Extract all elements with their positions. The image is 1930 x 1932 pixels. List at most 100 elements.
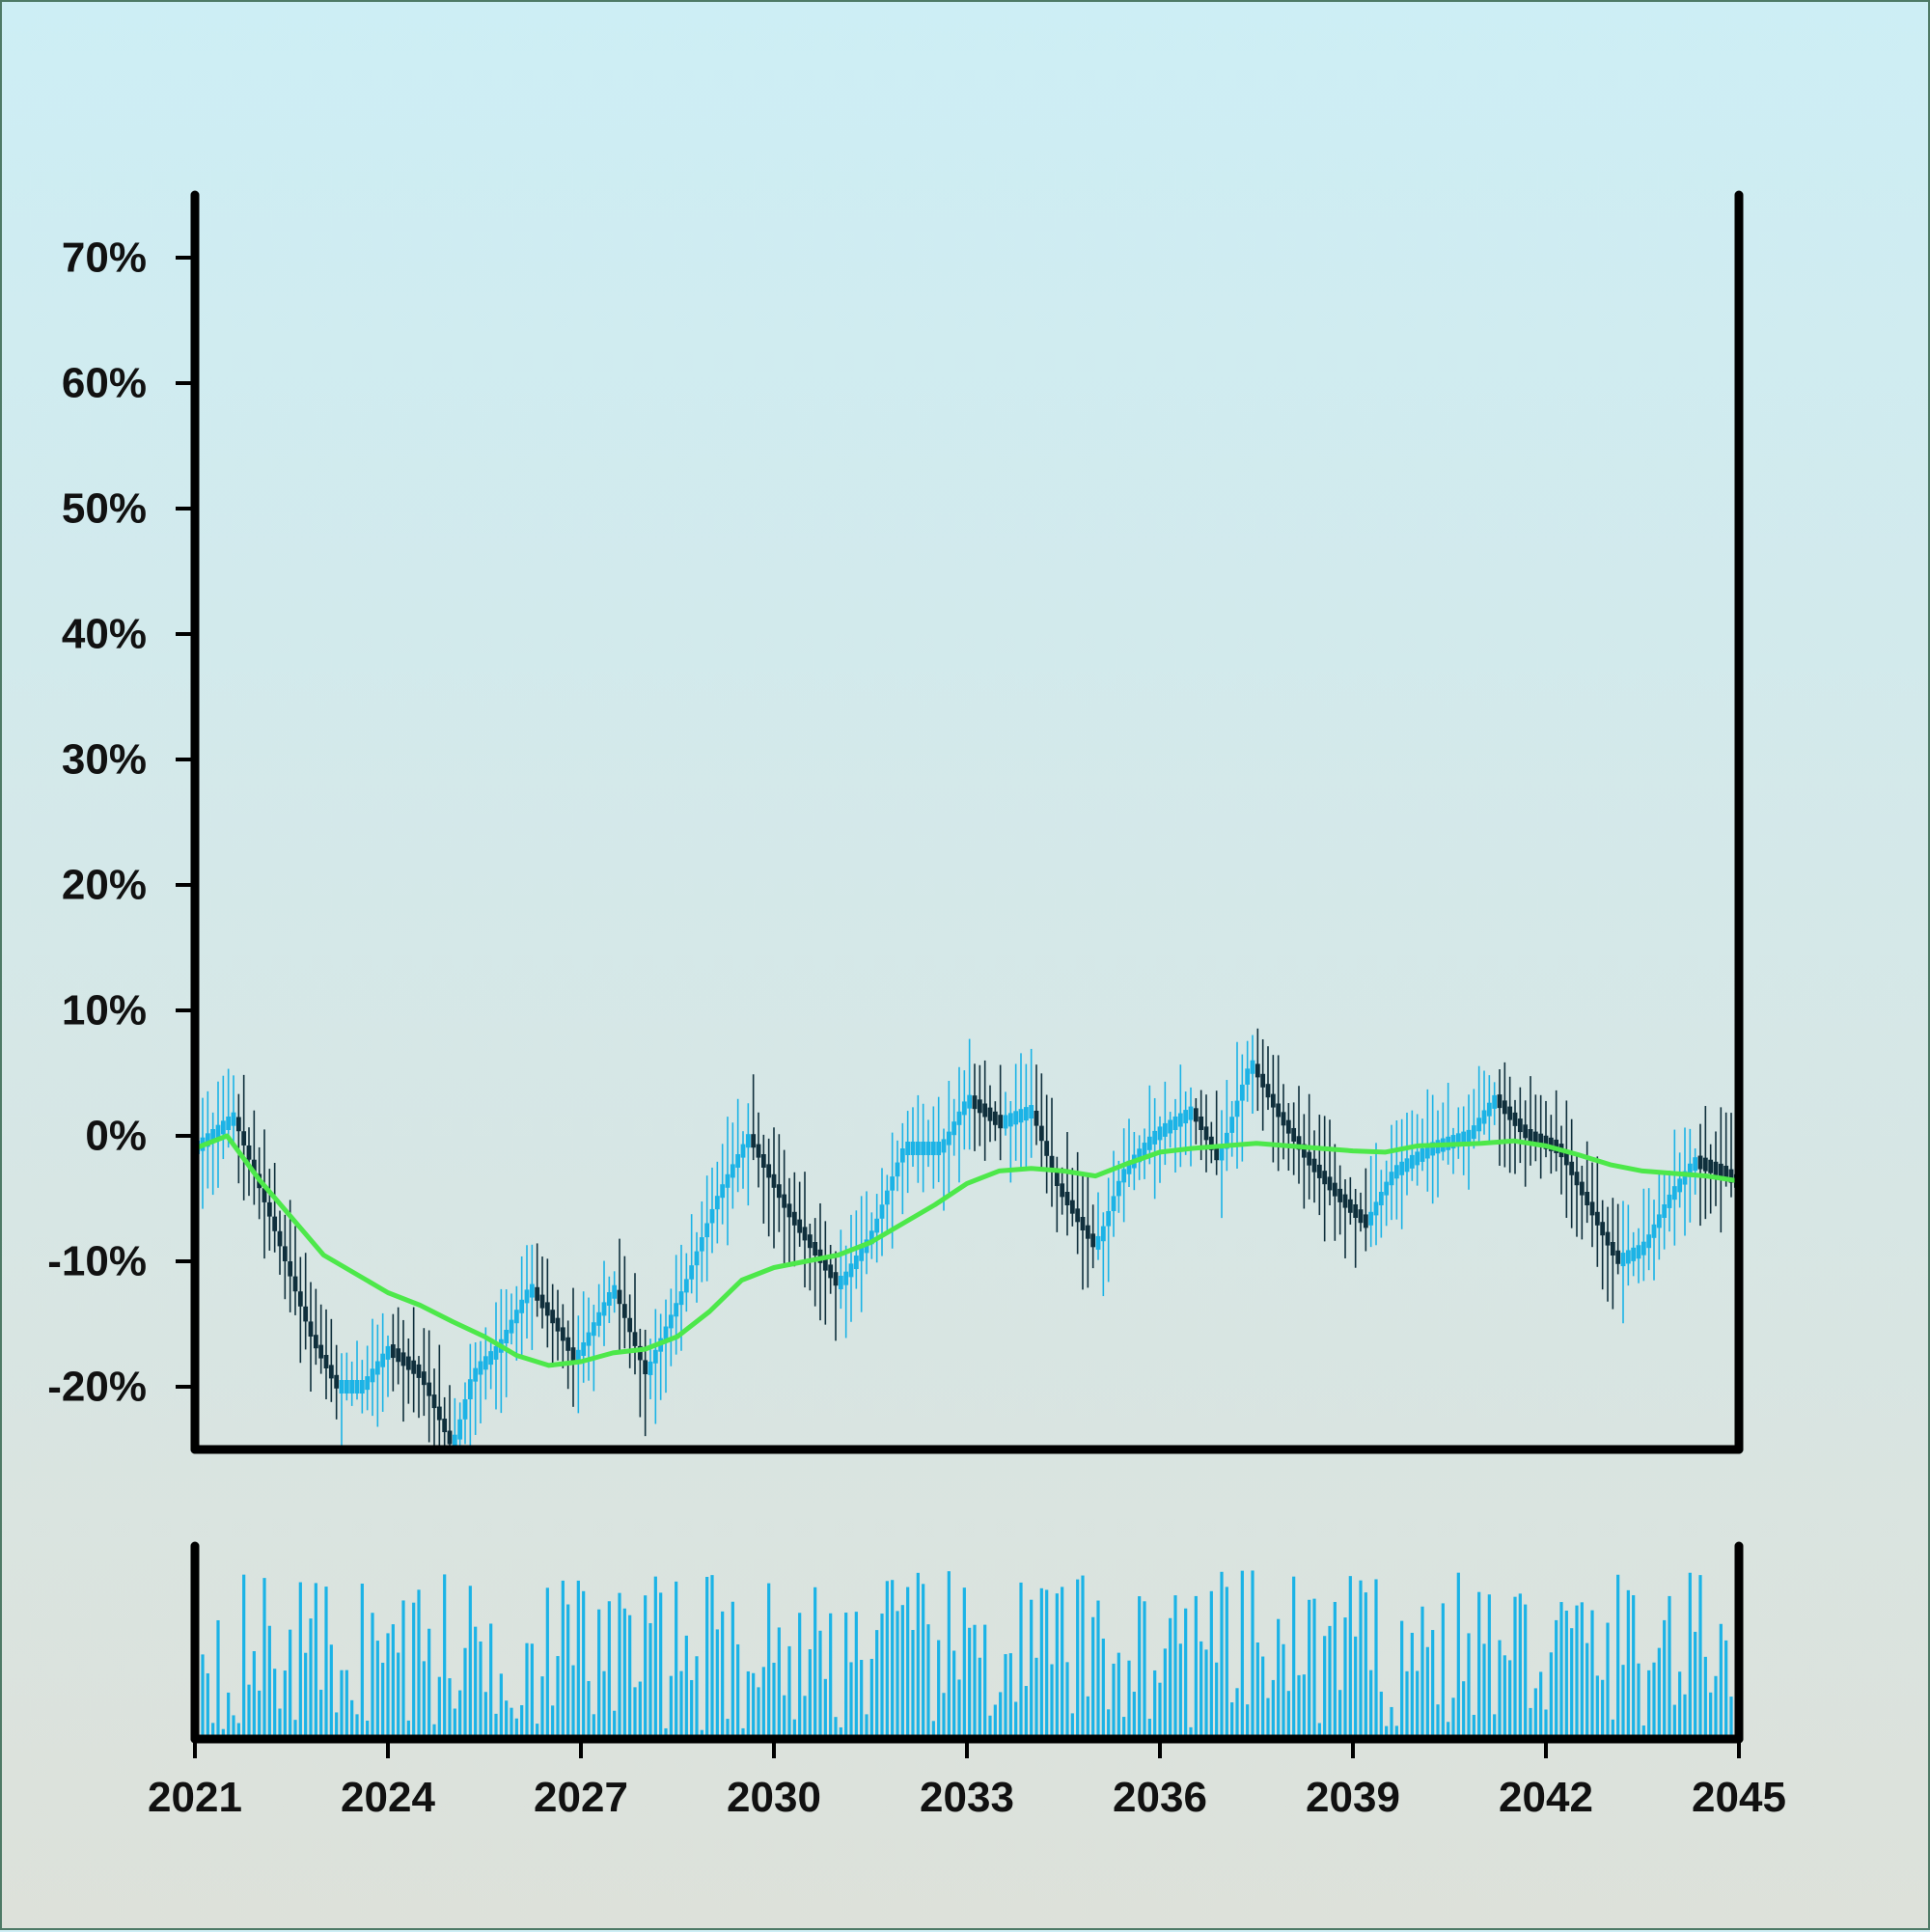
volume-bar <box>525 1642 529 1739</box>
candle-body <box>1569 1161 1575 1175</box>
volume-bar <box>1668 1595 1671 1739</box>
volume-bar <box>669 1675 673 1739</box>
candle-body <box>987 1107 993 1121</box>
candle-body <box>246 1145 252 1160</box>
volume-bar <box>659 1592 663 1739</box>
candle-body <box>370 1368 375 1383</box>
candle-body <box>1358 1209 1364 1224</box>
candle-body <box>1420 1147 1425 1162</box>
candle-body <box>1574 1172 1580 1186</box>
candle-body <box>1353 1204 1359 1218</box>
volume-bar <box>618 1592 621 1739</box>
candle-body <box>652 1349 658 1364</box>
candle-body <box>1013 1111 1019 1125</box>
candle-body <box>1677 1178 1683 1193</box>
candle-body <box>297 1291 303 1307</box>
candle-body <box>1528 1129 1533 1143</box>
candle-body <box>303 1306 309 1322</box>
volume-bar <box>1317 1723 1321 1739</box>
volume-bar <box>787 1645 791 1739</box>
volume-bars <box>196 1570 1738 1739</box>
volume-bar <box>1652 1662 1656 1739</box>
volume-bar <box>1338 1690 1342 1739</box>
candle-body <box>756 1144 761 1158</box>
volume-bar <box>705 1577 709 1739</box>
candle-body <box>1548 1137 1554 1151</box>
candle-body <box>344 1380 349 1394</box>
volume-bar <box>746 1670 750 1739</box>
volume-bar <box>752 1672 756 1739</box>
volume-bar <box>1580 1602 1584 1739</box>
candle-body <box>550 1310 556 1324</box>
volume-bar <box>556 1656 560 1739</box>
candle-body <box>1486 1102 1492 1117</box>
volume-bar <box>505 1700 509 1739</box>
volume-bar <box>314 1583 317 1739</box>
candle-body <box>637 1345 643 1361</box>
y-tick-label: 20% <box>62 862 147 909</box>
candle-body <box>1219 1146 1225 1161</box>
candle-body <box>874 1218 880 1233</box>
volume-bar <box>1575 1605 1579 1739</box>
volume-bar <box>798 1613 802 1739</box>
volume-bar <box>613 1710 617 1739</box>
volume-bar <box>1555 1619 1558 1739</box>
candle-body <box>1245 1068 1251 1085</box>
candle-body <box>1497 1094 1503 1109</box>
candle-body <box>1662 1204 1668 1218</box>
candle-body <box>365 1376 371 1391</box>
volume-bar <box>900 1605 904 1739</box>
candle-body <box>519 1299 525 1313</box>
volume-bar <box>741 1727 745 1739</box>
volume-bar <box>1271 1679 1275 1739</box>
volume-bar <box>1127 1660 1131 1739</box>
candle-body <box>205 1133 210 1147</box>
volume-bar <box>947 1571 951 1739</box>
candle-body <box>745 1134 751 1148</box>
x-tick-label: 2030 <box>727 1774 821 1821</box>
volume-bar <box>1292 1576 1296 1739</box>
volume-bar <box>1065 1662 1069 1739</box>
volume-bar <box>345 1670 348 1739</box>
volume-bar <box>540 1676 544 1739</box>
volume-bar <box>715 1629 719 1739</box>
candle-body <box>771 1173 777 1188</box>
candle-body <box>694 1251 700 1266</box>
volume-bar <box>1194 1595 1198 1739</box>
candle-body <box>570 1347 576 1362</box>
candle-body <box>524 1289 530 1304</box>
volume-bar <box>644 1595 648 1739</box>
volume-bar <box>1405 1670 1409 1739</box>
volume-bar <box>1008 1653 1012 1739</box>
volume-bar <box>1359 1580 1363 1739</box>
volume-bar <box>520 1704 524 1739</box>
candle-body <box>714 1196 720 1210</box>
candle-body <box>1347 1199 1353 1213</box>
candle-body <box>890 1176 896 1191</box>
candle-body <box>339 1380 345 1394</box>
volume-bar <box>371 1613 374 1739</box>
x-tick-label: 2027 <box>534 1774 628 1821</box>
volume-bar <box>1719 1623 1723 1739</box>
candle-body <box>1430 1142 1436 1156</box>
y-tick-label: 60% <box>62 360 147 407</box>
candle-body <box>318 1344 324 1359</box>
candle-body <box>1594 1211 1600 1226</box>
volume-bar <box>232 1715 235 1739</box>
x-tick-label: 2021 <box>148 1774 242 1821</box>
volume-bar <box>700 1729 703 1739</box>
volume-bar <box>849 1662 853 1739</box>
volume-bar <box>803 1696 807 1739</box>
volume-bar <box>736 1643 740 1739</box>
volume-bar <box>1189 1726 1193 1739</box>
volume-bar <box>1076 1579 1080 1739</box>
volume-bar <box>1508 1660 1512 1739</box>
volume-bar <box>633 1687 637 1739</box>
volume-bar <box>869 1658 873 1739</box>
volume-bar <box>1034 1657 1038 1739</box>
candle-body <box>1337 1188 1343 1202</box>
candle-body <box>617 1289 622 1305</box>
volume-bar <box>906 1587 910 1739</box>
candle-body <box>1023 1107 1029 1121</box>
volume-bar <box>1132 1692 1136 1739</box>
